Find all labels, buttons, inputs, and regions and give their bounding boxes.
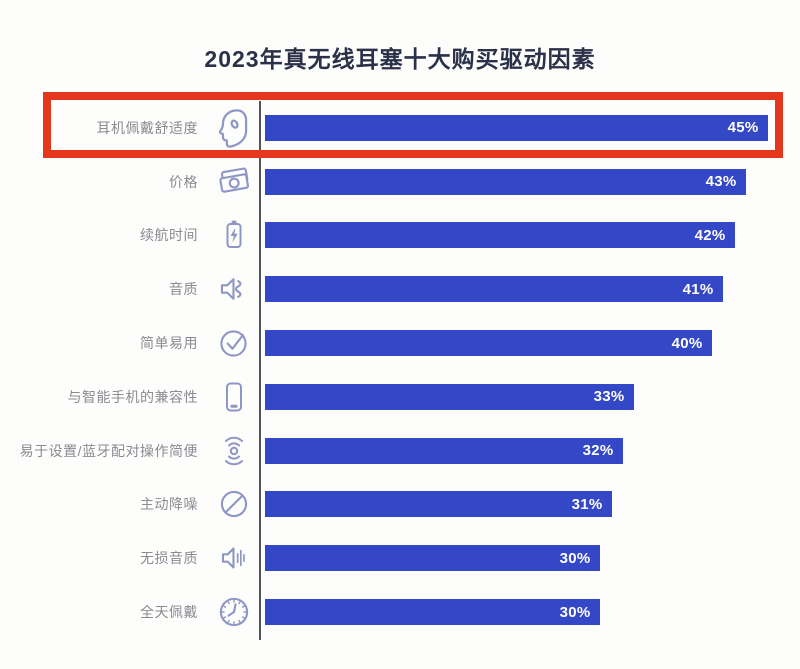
wireless-signal-icon <box>224 436 243 465</box>
bar-value-label: 31% <box>571 495 603 513</box>
category-label: 简单易用 <box>140 335 198 352</box>
bar-value-label: 41% <box>682 280 714 298</box>
bar-value-label: 33% <box>593 388 625 406</box>
category-label: 价格 <box>169 173 198 190</box>
bar-value-label: 30% <box>559 603 591 621</box>
category-label: 易于设置/蓝牙配对操作简便 <box>19 442 198 459</box>
bar-row: 价格 43% <box>0 155 800 209</box>
bar-row: 耳机佩戴舒适度 45% <box>0 101 800 155</box>
bar-row: 全天佩戴 <box>0 585 800 639</box>
bar-row: 易于设置/蓝牙配对操作简便 32% <box>0 424 800 478</box>
y-axis-line <box>259 101 261 640</box>
speaker-wave-icon <box>220 278 241 301</box>
bar-value-label: 40% <box>671 334 703 352</box>
bar-value-label: 43% <box>705 173 737 191</box>
bar-value-label: 32% <box>582 442 614 460</box>
chart-title: 2023年真无线耳塞十大购买驱动因素 <box>204 46 596 72</box>
bar: 45% <box>264 114 768 141</box>
bar-row: 无损音质 30% <box>0 531 800 585</box>
category-label: 主动降噪 <box>140 496 198 513</box>
speaker-lines-icon <box>221 547 245 569</box>
bar-value-label: 42% <box>694 226 726 244</box>
bar-row: 主动降噪 31% <box>0 478 800 532</box>
category-label: 耳机佩戴舒适度 <box>96 119 198 136</box>
bar-row: 音质 41% <box>0 262 800 316</box>
bar-value-label: 45% <box>727 119 759 137</box>
bar-rows: 耳机佩戴舒适度 45% 价格 43% 续航时间 <box>0 101 800 639</box>
bar-value-label: 30% <box>559 549 591 567</box>
bar-row: 续航时间 42% <box>0 209 800 263</box>
clock-icon <box>219 597 248 627</box>
bar-row: 与智能手机的兼容性 33% <box>0 370 800 424</box>
no-sign-icon <box>220 491 247 518</box>
bar: 42% <box>264 222 735 249</box>
category-label: 与智能手机的兼容性 <box>67 388 198 405</box>
head-profile-icon <box>218 109 247 148</box>
check-circle-icon <box>219 330 247 357</box>
bar: 32% <box>264 437 623 464</box>
smartphone-icon <box>225 382 242 412</box>
category-label: 续航时间 <box>140 227 198 244</box>
category-label: 音质 <box>169 281 198 298</box>
bar: 41% <box>264 276 723 303</box>
bar: 30% <box>264 599 600 626</box>
category-label: 无损音质 <box>140 550 198 567</box>
bar: 30% <box>264 545 600 572</box>
bar: 43% <box>264 168 746 195</box>
category-label: 全天佩戴 <box>140 604 198 621</box>
battery-icon <box>226 221 241 249</box>
bar-row: 简单易用 40% <box>0 316 800 370</box>
bar: 33% <box>264 383 634 410</box>
bar: 31% <box>264 491 612 518</box>
banknotes-icon <box>218 167 249 193</box>
bar: 40% <box>264 330 712 357</box>
